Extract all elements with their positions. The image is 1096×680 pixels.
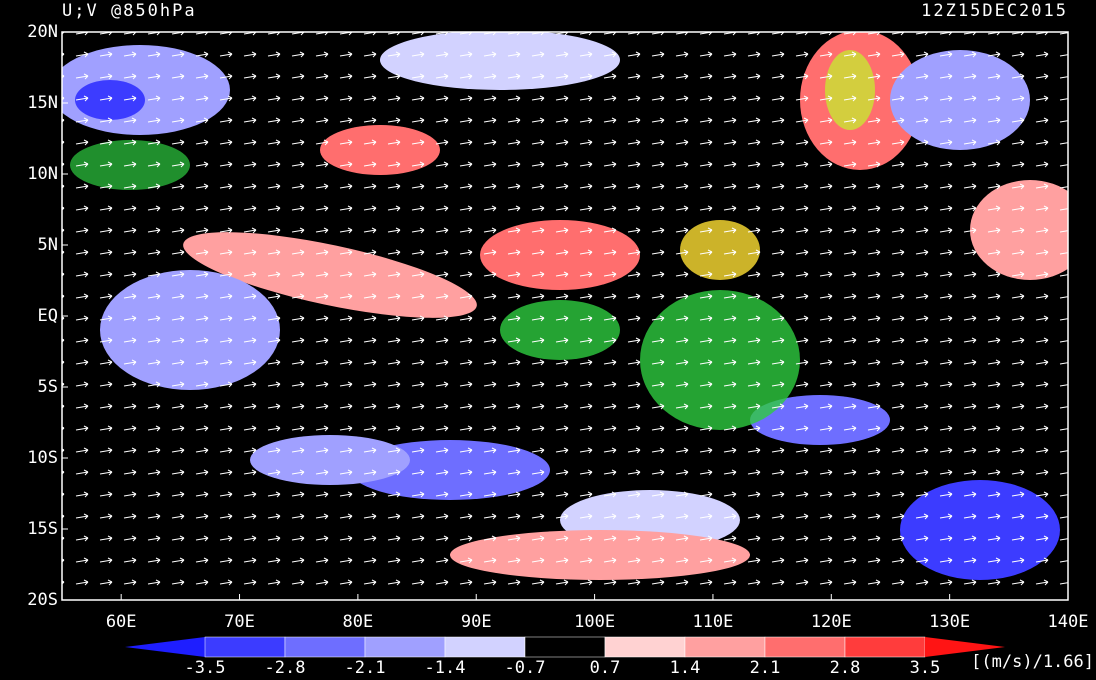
y-tick-label: 15N [27, 93, 58, 113]
colorbar-label: 1.4 [670, 658, 701, 678]
colorbar-segment [764, 636, 846, 658]
colorbar-segment [444, 636, 526, 658]
x-tick-label: 130E [929, 612, 970, 632]
colorbar-label: -2.8 [265, 658, 306, 678]
y-tick-label: 5N [38, 235, 58, 255]
map-title: U;V @850hPa [62, 1, 197, 21]
x-tick-label: 70E [224, 612, 255, 632]
colorbar-segment [284, 636, 366, 658]
colorbar-segment [364, 636, 446, 658]
y-tick-label: 15S [27, 519, 58, 539]
x-tick-label: 120E [811, 612, 852, 632]
x-tick-label: 100E [574, 612, 615, 632]
y-tick-label: 10S [27, 448, 58, 468]
colorbar-segment [524, 636, 606, 658]
colorbar-label: -1.4 [425, 658, 466, 678]
colorbar-label: 2.8 [830, 658, 861, 678]
colorbar-label: -0.7 [505, 658, 546, 678]
colorbar-segment [204, 636, 286, 658]
colorbar-segment [844, 636, 926, 658]
colorbar-arrow [925, 637, 1005, 657]
shaded-field [62, 32, 1068, 600]
colorbar-arrow [125, 637, 205, 657]
y-tick-label: EQ [38, 306, 58, 326]
y-tick-label: 20S [27, 590, 58, 610]
y-tick-label: 10N [27, 164, 58, 184]
x-tick-label: 140E [1048, 612, 1089, 632]
x-tick-label: 90E [461, 612, 492, 632]
y-tick-label: 5S [38, 377, 58, 397]
colorbar-label: -3.5 [185, 658, 226, 678]
x-tick-label: 60E [106, 612, 137, 632]
y-tick-label: 20N [27, 22, 58, 42]
x-tick-label: 80E [343, 612, 374, 632]
colorbar-label: 0.7 [590, 658, 621, 678]
colorbar-segment [684, 636, 766, 658]
colorbar-label: -2.1 [345, 658, 386, 678]
map-time: 12Z15DEC2015 [921, 1, 1068, 21]
x-tick-label: 110E [692, 612, 733, 632]
colorbar-label: 2.1 [750, 658, 781, 678]
colorbar-segment [604, 636, 686, 658]
colorbar-label: 3.5 [910, 658, 941, 678]
colorbar-units: [(m/s)/1.66] [971, 652, 1094, 672]
